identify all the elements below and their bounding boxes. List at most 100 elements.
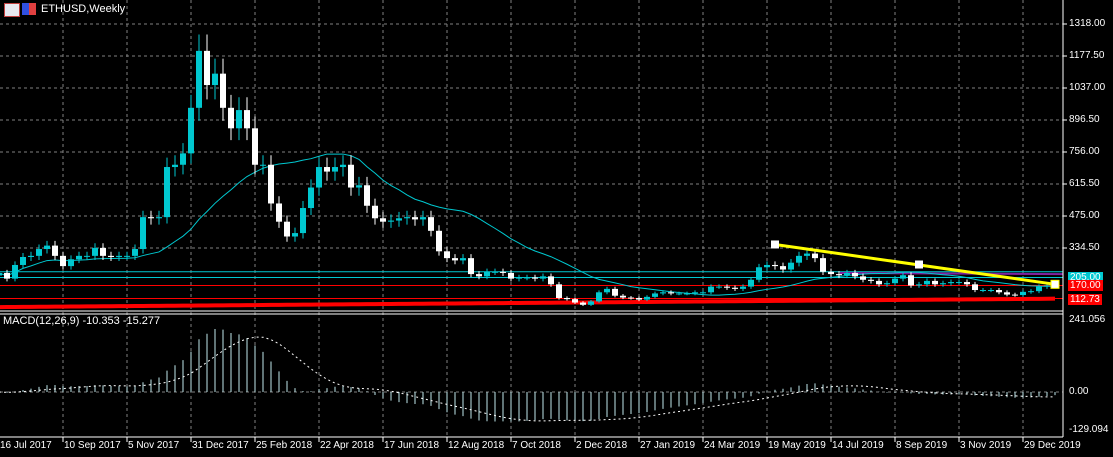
candle-body	[708, 286, 714, 293]
candle	[420, 210, 426, 226]
candle	[1028, 289, 1034, 294]
candle-body	[276, 203, 282, 222]
candle	[572, 297, 578, 304]
candle-body	[164, 167, 170, 218]
date-label: 24 Mar 2019	[704, 440, 761, 451]
candle	[644, 295, 650, 302]
candle-body	[356, 185, 362, 188]
moving-average	[0, 153, 1055, 296]
candle	[588, 300, 594, 306]
candle-body	[940, 283, 946, 285]
candle-body	[740, 286, 746, 289]
candle-body	[796, 255, 802, 263]
candle-body	[732, 287, 738, 289]
price-label: 1318.00	[1069, 18, 1106, 29]
candle-body	[932, 280, 938, 285]
candle-body	[964, 282, 970, 285]
candle-body	[764, 264, 770, 268]
candle	[332, 157, 338, 181]
candle-body	[372, 205, 378, 219]
date-label: 22 Apr 2018	[320, 440, 374, 451]
candle-body	[228, 107, 234, 129]
candle-body	[92, 247, 98, 256]
candle	[348, 155, 354, 196]
candle-body	[620, 295, 626, 298]
candle-body	[332, 167, 338, 172]
candle-body	[60, 255, 66, 267]
candle	[156, 210, 162, 225]
candle-body	[292, 233, 298, 237]
candle	[516, 274, 522, 282]
candle	[900, 272, 906, 282]
candle	[524, 274, 530, 281]
candle-body	[468, 258, 474, 275]
candle	[12, 261, 18, 282]
candle	[716, 284, 722, 289]
candle-body	[1012, 294, 1018, 296]
candle-body	[252, 128, 258, 165]
candle-body	[652, 293, 658, 297]
candle-body	[196, 50, 202, 108]
candle	[1004, 290, 1010, 297]
candle-body	[956, 282, 962, 284]
candle-body	[44, 245, 50, 250]
candle	[236, 97, 242, 141]
candle	[28, 251, 34, 262]
candle	[76, 251, 82, 264]
candle-body	[716, 286, 722, 288]
candle	[172, 155, 178, 177]
candle-body	[180, 153, 186, 165]
candle	[132, 244, 138, 260]
candle	[380, 211, 386, 228]
date-label: 17 Jun 2018	[384, 440, 440, 451]
candle	[596, 290, 602, 303]
candle-body	[396, 218, 402, 221]
candle-body	[980, 290, 986, 292]
candle	[548, 273, 554, 287]
candle-body	[868, 279, 874, 281]
date-label: 19 May 2019	[768, 440, 826, 451]
candle-body	[28, 255, 34, 257]
candle-body	[4, 272, 10, 279]
candle-body	[1044, 285, 1050, 287]
trendline	[771, 240, 1060, 289]
candle-body	[36, 249, 42, 256]
date-label: 29 Dec 2019	[1024, 440, 1081, 451]
candle	[756, 263, 762, 283]
candle	[940, 280, 946, 287]
candle-body	[636, 297, 642, 300]
candle	[972, 281, 978, 293]
candle-body	[348, 164, 354, 188]
candle-body	[412, 217, 418, 220]
candle	[316, 157, 322, 196]
candle	[780, 262, 786, 273]
candle-body	[420, 217, 426, 220]
candle	[732, 285, 738, 292]
candle	[804, 249, 810, 260]
date-label: 8 Sep 2019	[896, 440, 948, 451]
candle-body	[948, 282, 954, 284]
candle	[868, 277, 874, 284]
candle	[244, 97, 250, 141]
symbol-flag-icon	[22, 3, 36, 15]
date-label: 12 Aug 2018	[448, 440, 505, 451]
candle-body	[548, 276, 554, 285]
candle-body	[132, 249, 138, 256]
candle	[428, 210, 434, 237]
candle-body	[780, 266, 786, 270]
candle	[748, 277, 754, 289]
candle	[708, 284, 714, 295]
candle	[924, 278, 930, 287]
candle	[300, 201, 306, 239]
candle-body	[692, 292, 698, 294]
candle-body	[804, 253, 810, 256]
price-label: 615.50	[1069, 178, 1100, 189]
candle	[612, 286, 618, 298]
candle-body	[244, 110, 250, 129]
price-tag: 112.73	[1068, 293, 1102, 305]
candle	[652, 291, 658, 299]
candle	[140, 210, 146, 254]
candle-body	[148, 217, 154, 219]
date-label: 14 Jul 2019	[832, 440, 884, 451]
